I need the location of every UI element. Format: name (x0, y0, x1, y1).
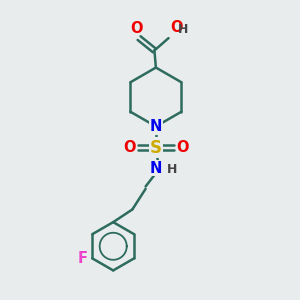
Text: H: H (178, 23, 188, 36)
Text: H: H (167, 163, 178, 176)
Text: O: O (130, 21, 143, 36)
Text: N: N (150, 161, 162, 176)
Text: O: O (176, 140, 189, 155)
Text: S: S (150, 139, 162, 157)
Text: O: O (123, 140, 135, 155)
Text: F: F (78, 251, 88, 266)
Text: O: O (170, 20, 182, 35)
Text: N: N (150, 119, 162, 134)
